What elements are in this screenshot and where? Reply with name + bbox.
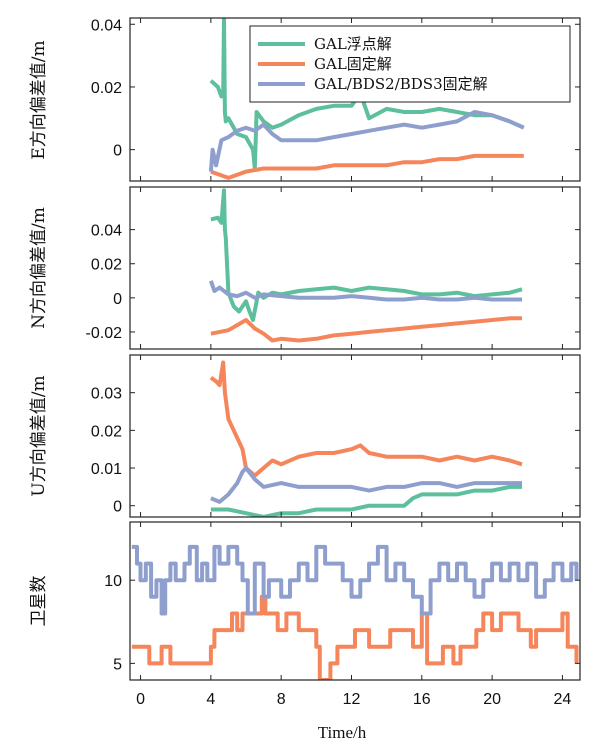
x-tick-label: 16 xyxy=(413,691,431,708)
x-tick-label: 12 xyxy=(343,691,361,708)
y-tick-label-sat: 10 xyxy=(104,573,122,590)
series-line-E-1 xyxy=(210,153,524,180)
series-line-U-2 xyxy=(210,466,522,504)
y-tick-label-U: 0 xyxy=(113,499,122,516)
panel-sat: 5 10 卫星数 xyxy=(29,521,581,681)
series-line-U-1 xyxy=(209,360,523,478)
y-tick-label-N: -0.02 xyxy=(86,325,123,342)
panel-frame-U xyxy=(129,354,581,518)
x-tick-label: 20 xyxy=(483,691,501,708)
series-line-E-0 xyxy=(209,18,525,171)
x-tick-label: 24 xyxy=(554,691,572,708)
series-line-sat-1 xyxy=(131,544,579,616)
y-tick-label-sat: 5 xyxy=(113,656,122,673)
legend-label-gal-fixed: GAL固定解 xyxy=(314,55,392,73)
x-tick-label: 4 xyxy=(206,691,215,708)
legend-label-multi-fixed: GAL/BDS2/BDS3固定解 xyxy=(314,75,488,93)
series-line-sat-0 xyxy=(131,594,579,680)
panel-frame-E xyxy=(129,17,581,182)
y-tick-label-U: 0.02 xyxy=(91,423,122,440)
y-tick-label-E: 0.02 xyxy=(91,80,122,97)
y-axis-label-sat: 卫星数 xyxy=(29,576,49,627)
series-line-N-2 xyxy=(209,280,522,302)
y-tick-label-N: 0 xyxy=(113,291,122,308)
y-tick-label-E: 0.04 xyxy=(91,17,122,34)
y-tick-label-U: 0.03 xyxy=(91,386,122,403)
panel-frame-N xyxy=(129,186,581,350)
y-tick-label-N: 0.02 xyxy=(91,257,122,274)
series-line-N-0 xyxy=(210,188,523,322)
y-tick-label-U: 0.01 xyxy=(91,461,122,478)
y-axis-label-E: E方向偏差值/m xyxy=(29,40,49,159)
panel-U: 0 0.01 0.02 0.03 U方向偏差值/m xyxy=(29,354,581,518)
series-line-U-0 xyxy=(210,484,522,517)
panel-frame-sat xyxy=(129,521,581,681)
x-tick-label: 0 xyxy=(136,691,145,708)
y-tick-label-N: 0.04 xyxy=(91,223,122,240)
panel-N: -0.02 0 0.02 0.04 N方向偏差值/m xyxy=(29,186,581,350)
y-axis-label-N: N方向偏差值/m xyxy=(29,207,49,329)
series-line-E-2 xyxy=(208,110,525,172)
legend-label-gal-float: GAL浮点解 xyxy=(314,35,392,53)
y-axis-label-U: U方向偏差值/m xyxy=(29,375,49,496)
panel-E: 0 0.02 0.04 E方向偏差值/m xyxy=(29,17,581,182)
chart-panels: 0 0.02 0.04 E方向偏差值/m -0.02 0 0.02 0.04 N方向偏差值/m 0… xyxy=(29,17,581,708)
legend: GAL浮点解 GAL固定解 GAL/BDS2/BDS3固定解 xyxy=(249,25,571,103)
x-axis-label: Time/h xyxy=(318,723,367,742)
y-tick-label-E: 0 xyxy=(113,143,122,160)
x-tick-label: 8 xyxy=(277,691,286,708)
series-line-N-1 xyxy=(210,316,522,343)
